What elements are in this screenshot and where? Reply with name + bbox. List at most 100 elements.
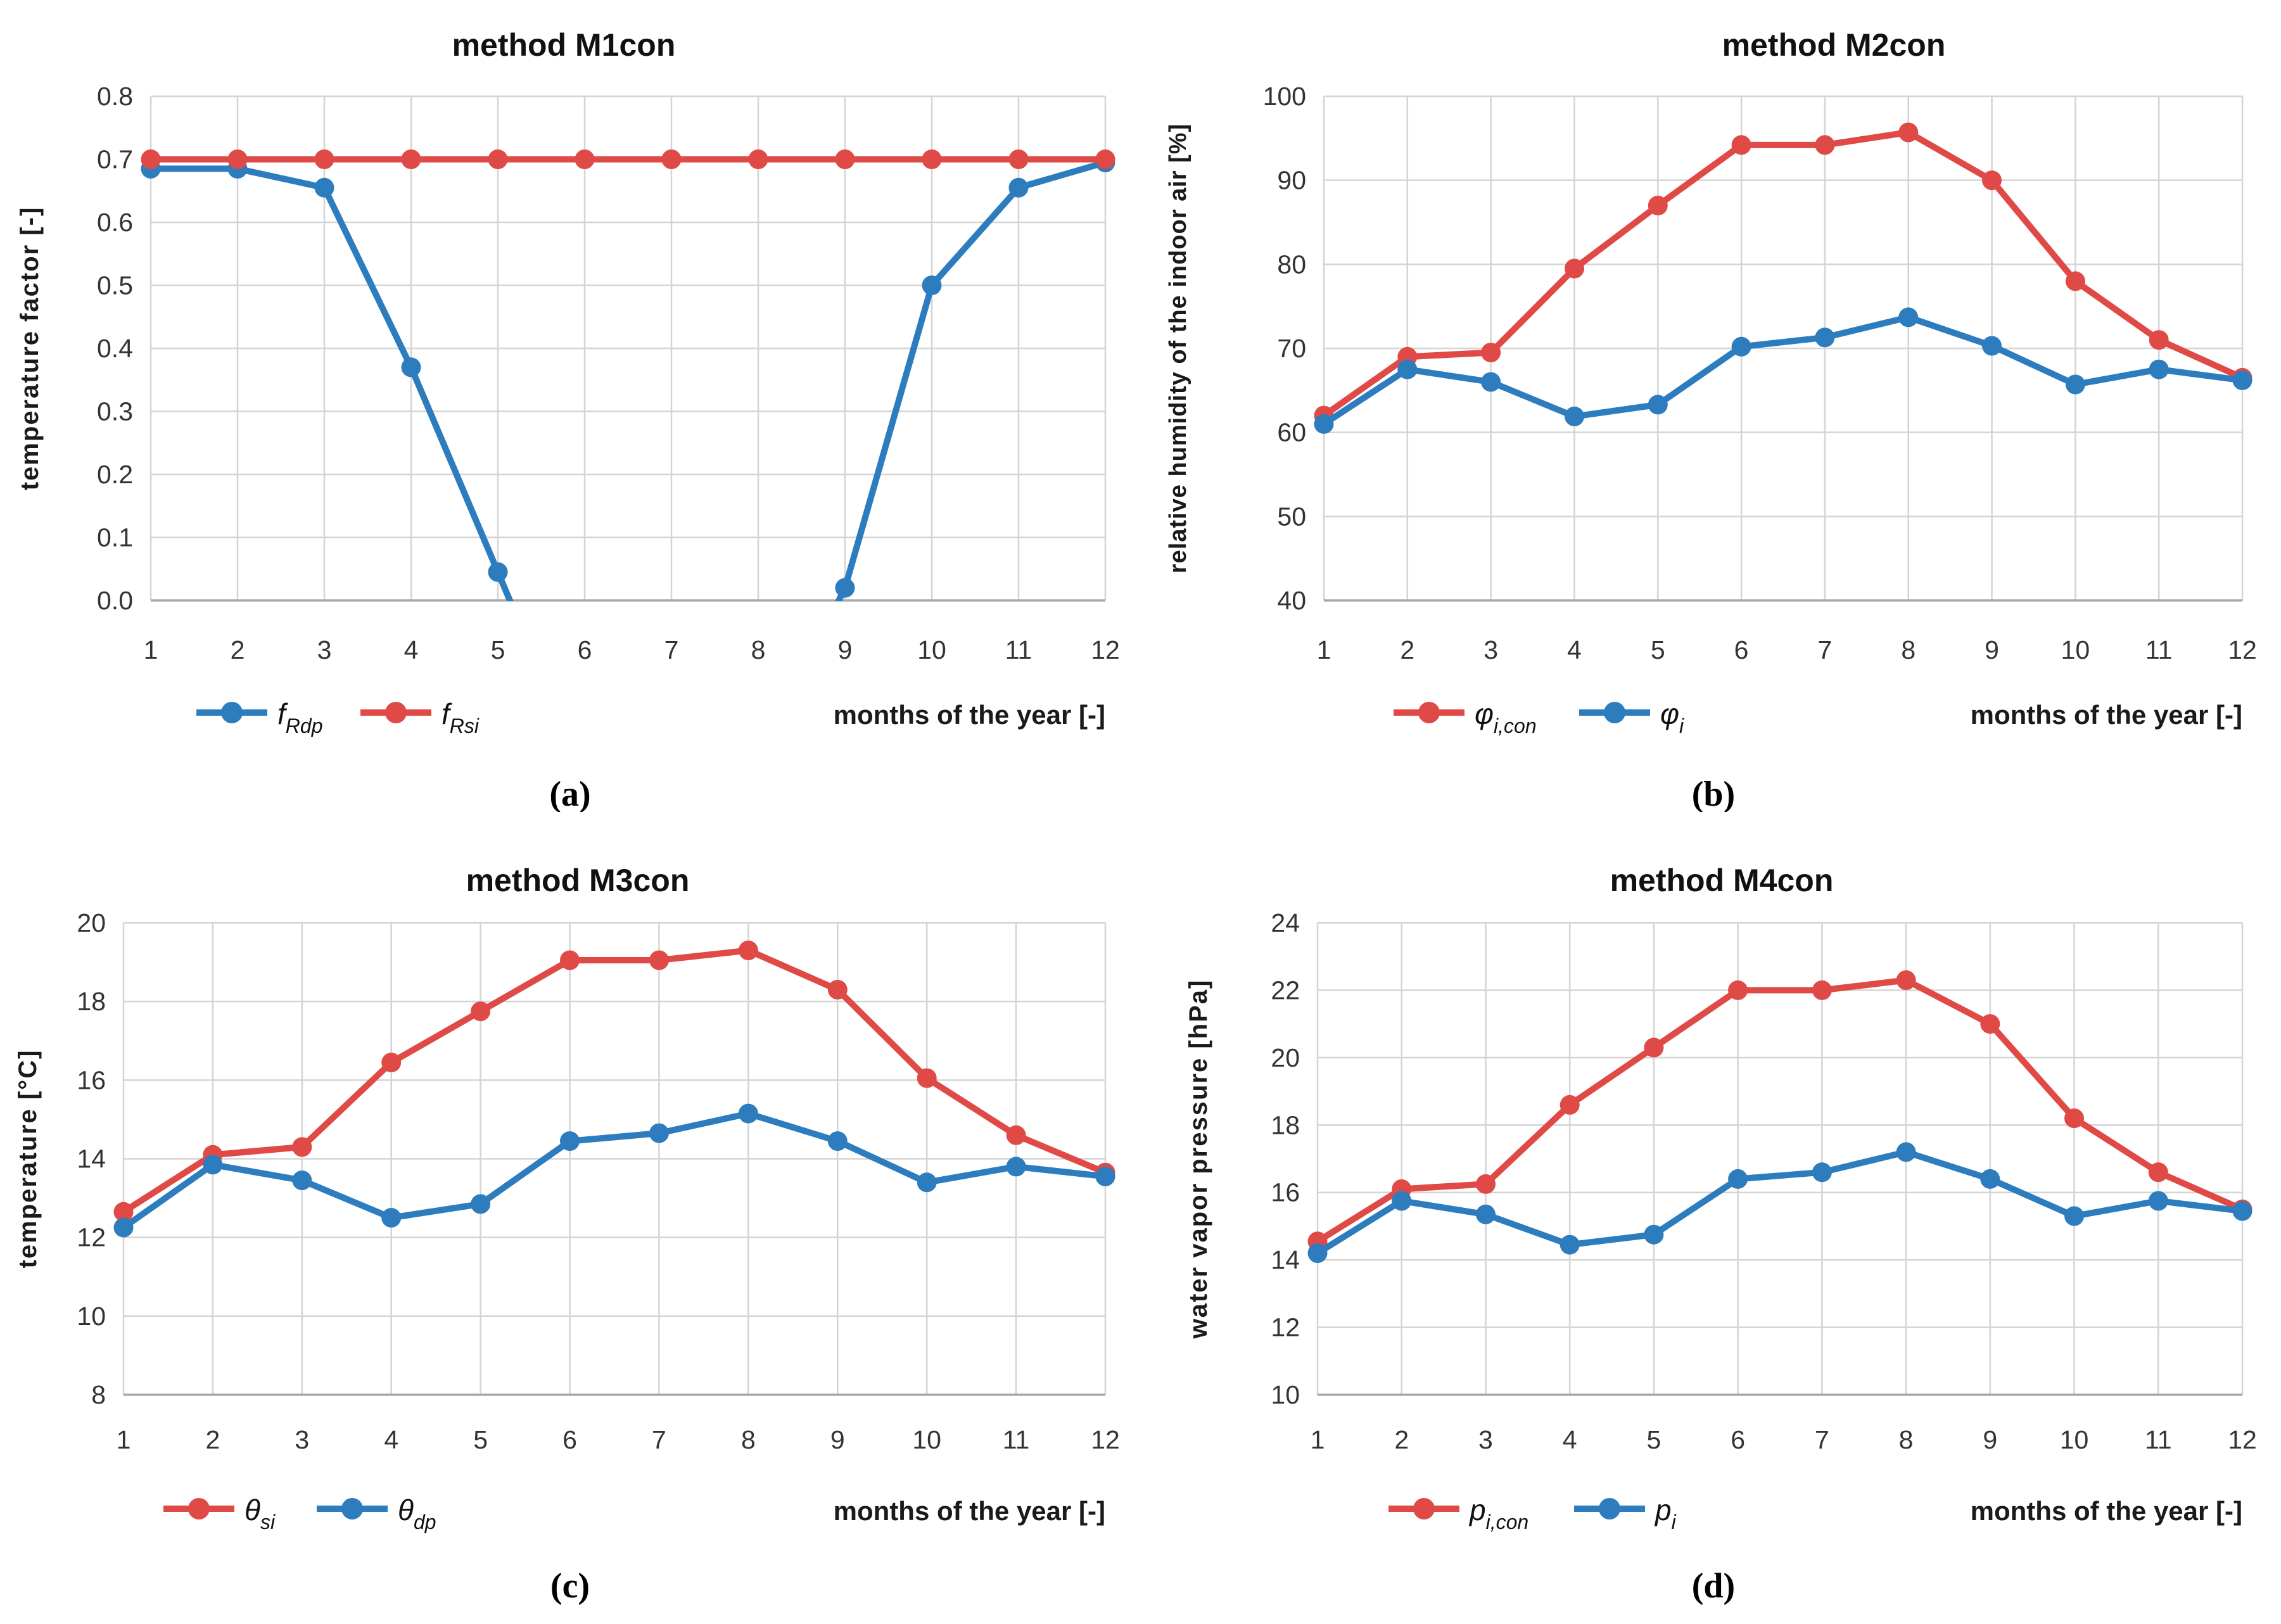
data-point-phi-i-con [2149,330,2169,350]
x-tick-label: 7 [652,1425,666,1454]
y-tick-labels: 0.0 0.1 0.2 0.3 0.4 0.5 0.6 0.7 0.8 [97,82,133,615]
data-point-f-rsi [488,149,508,169]
y-tick-label: 16 [77,1065,106,1094]
y-axis-title: temperature [°C] [14,1050,42,1269]
legend-marker-f-rdp [221,702,243,723]
x-tick-label: 7 [664,635,679,664]
y-tick-label: 90 [1277,166,1306,195]
y-tick-label: 0.4 [97,334,133,363]
series-line-theta-dp [123,1110,1106,1231]
x-tick-label: 11 [1003,1425,1030,1454]
data-point-p-i-con [2148,1162,2168,1183]
data-point-theta-dp [560,1131,580,1151]
data-point-theta-dp [381,1208,402,1228]
data-point-theta-dp [471,1194,491,1214]
data-point-phi-i-con [1982,170,2002,191]
x-tick-label: 4 [1567,635,1582,664]
legend-marker-theta-si [188,1498,210,1519]
x-axis-title: months of the year [-] [834,1496,1105,1526]
legend-label-phi-i: φi [1660,697,1684,737]
data-point-p-i-con [1728,980,1748,1000]
y-tick-label: 60 [1277,418,1306,447]
legend-label-p-i-con: pi,con [1468,1494,1528,1533]
data-point-f-rdp [922,276,942,295]
data-point-p-i-con [1896,970,1916,990]
data-point-phi-i-con [1565,258,1584,279]
data-point-phi-i [1898,307,1919,327]
data-point-phi-i-con [1481,343,1501,363]
x-tick-label: 10 [917,635,946,664]
legend: fRdp fRsi [196,697,480,737]
series-line-f-rdp [150,159,1106,601]
series-markers-f-rdp [141,153,1115,598]
data-point-f-rsi [748,149,768,169]
data-point-phi-i-con [2065,271,2085,291]
data-point-theta-si [560,950,580,970]
y-tick-label: 14 [1271,1245,1300,1274]
caption-c: (c) [550,1566,590,1606]
y-tick-label: 0.5 [97,271,133,300]
y-tick-label: 0.7 [97,145,133,174]
chart-title: method M2con [1722,27,1946,63]
data-point-phi-i [1481,372,1501,392]
x-tick-label: 5 [1647,1425,1662,1454]
x-tick-label: 6 [578,635,592,664]
x-tick-label: 12 [2228,635,2257,664]
legend-label-p-i: pi [1654,1494,1677,1533]
series-line-theta-si [123,947,1106,1215]
series-markers-p-i-con [1307,970,2252,1252]
legend: θsi θdp [163,1494,436,1533]
legend-label-f-rsi: fRsi [442,697,480,737]
data-point-f-rsi [835,149,855,169]
x-axis-title: months of the year [-] [834,700,1105,730]
x-tick-label: 8 [751,635,766,664]
x-tick-label: 10 [2060,1425,2089,1454]
data-point-f-rdp [488,562,508,582]
data-point-phi-i-con [1731,135,1751,155]
x-tick-label: 6 [1731,1425,1745,1454]
series-line-group-phi-i-con [1323,129,2243,419]
legend-label-main: p [1468,1494,1486,1526]
x-axis-title: months of the year [-] [1971,1496,2242,1526]
data-point-f-rsi [141,149,161,169]
data-point-theta-dp [1095,1166,1115,1186]
x-tick-label: 12 [1091,635,1120,664]
series-line-group-theta-si [123,947,1106,1215]
y-tick-label: 14 [77,1145,106,1174]
data-point-f-rsi [922,149,942,169]
y-tick-label: 12 [77,1223,106,1252]
series-markers-f-rsi [141,149,1115,169]
y-tick-label: 18 [1271,1110,1300,1139]
y-tick-label: 0.2 [97,460,133,489]
data-point-p-i-con [1812,980,1832,1000]
x-tick-label: 10 [912,1425,941,1454]
x-tick-label: 9 [838,635,853,664]
x-tick-label: 11 [1005,635,1032,664]
x-tick-labels: 1 2 3 4 5 6 7 8 9 10 11 12 [144,635,1120,664]
y-axis-title: relative humidity of the indoor air [%] [1165,124,1191,573]
data-point-phi-i [2232,370,2252,390]
data-point-p-i [2232,1201,2252,1221]
x-tick-label: 2 [231,635,245,664]
x-tick-labels: 1 2 3 4 5 6 7 8 9 10 11 12 [1317,635,2257,664]
data-point-theta-dp [203,1155,223,1175]
panel-d: 10 12 14 16 18 20 22 24 1 2 3 4 5 6 7 8 9 10 11 12 water vap… [1140,812,2281,1624]
gridlines [1323,95,2244,600]
panel-a: 0.0 0.1 0.2 0.3 0.4 0.5 0.6 0.7 0.8 1 2 3 4 5 6 7 8 9 10 11… [0,0,1140,812]
series-markers-theta-si [113,941,1115,1222]
y-tick-label: 24 [1271,908,1300,937]
data-point-theta-si [649,950,669,970]
legend-label-sub: i,con [1494,714,1537,737]
data-point-theta-dp [827,1131,848,1151]
y-axis-title: water vapor pressure [hPa] [1185,979,1212,1340]
data-point-f-rsi [661,149,682,169]
x-tick-label: 1 [117,1425,131,1454]
x-tick-label: 1 [1311,1425,1325,1454]
x-tick-label: 4 [404,635,419,664]
x-tick-label: 7 [1815,1425,1829,1454]
y-tick-label: 70 [1277,334,1306,363]
data-point-theta-si [292,1137,312,1157]
